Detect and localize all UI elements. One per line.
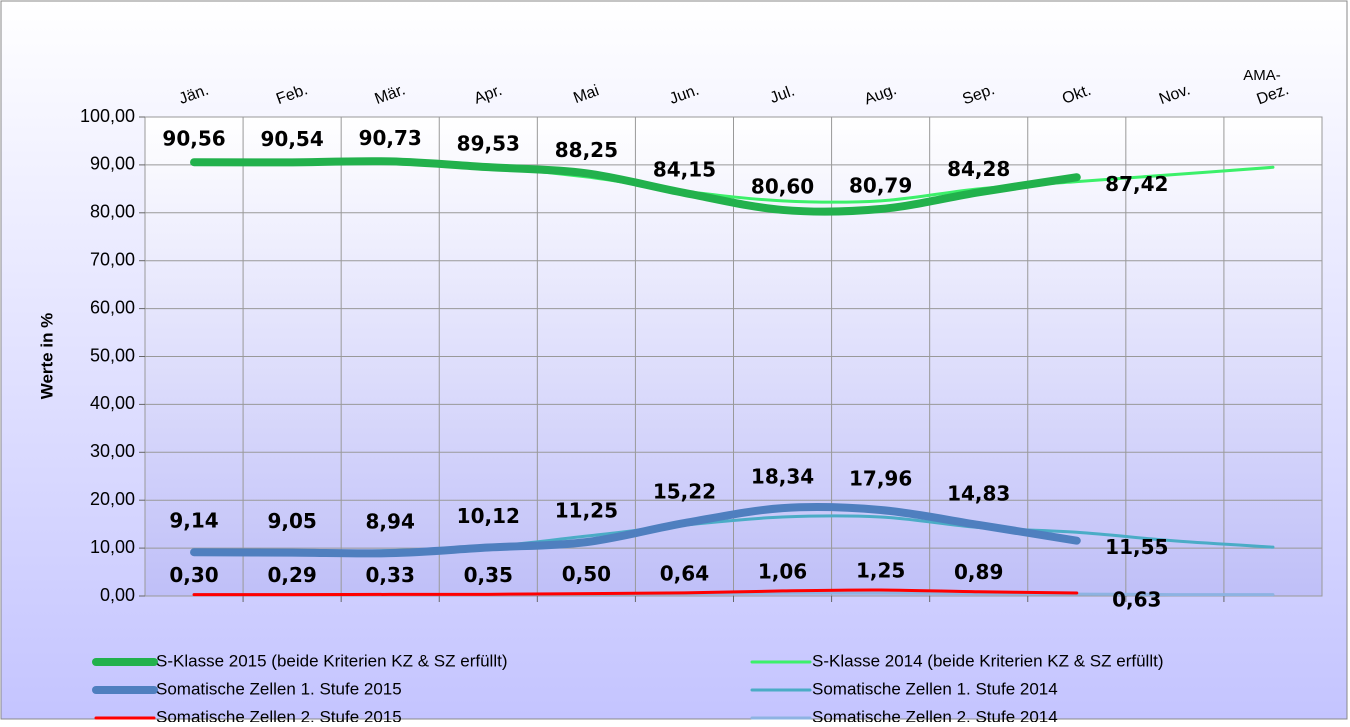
data-label: 14,83	[947, 481, 1010, 505]
data-label: 9,05	[267, 509, 316, 533]
y-tick-label: 90,00	[90, 154, 135, 174]
y-tick-label: 10,00	[90, 537, 135, 557]
data-label: 11,55	[1105, 535, 1168, 559]
annotation: AMA-	[1243, 67, 1281, 84]
data-label: 88,25	[555, 138, 618, 162]
y-tick-label: 40,00	[90, 393, 135, 413]
data-label: 80,79	[849, 174, 912, 198]
data-label: 11,25	[555, 499, 618, 523]
data-label: 8,94	[366, 510, 415, 534]
data-label: 0,50	[562, 562, 611, 586]
y-tick-label: 50,00	[90, 345, 135, 365]
data-label: 84,15	[653, 157, 716, 181]
y-tick-label: 60,00	[90, 297, 135, 317]
series-line	[192, 588, 1079, 597]
data-label: 0,33	[366, 563, 415, 587]
data-label: 0,63	[1112, 587, 1161, 611]
legend-label: Somatische Zellen 2. Stufe 2014	[812, 707, 1058, 722]
y-tick-label: 0,00	[100, 585, 135, 605]
y-tick-label: 100,00	[80, 106, 135, 126]
y-tick-label: 70,00	[90, 249, 135, 269]
data-label: 90,54	[260, 127, 323, 151]
data-label: 0,29	[267, 563, 316, 587]
data-label: 15,22	[653, 480, 716, 504]
legend-label: S-Klasse 2015 (beide Kriterien KZ & SZ e…	[156, 651, 507, 670]
data-label: 84,28	[947, 157, 1010, 181]
data-label: 17,96	[849, 466, 912, 490]
data-label: 89,53	[457, 132, 520, 156]
series-line	[190, 157, 1081, 216]
legend-label: Somatische Zellen 2. Stufe 2015	[156, 707, 402, 722]
data-label: 1,06	[758, 559, 807, 583]
legend-label: Somatische Zellen 1. Stufe 2015	[156, 679, 402, 698]
y-axis-label: Werte in %	[37, 313, 56, 400]
data-label: 80,60	[751, 174, 814, 198]
data-label: 0,30	[169, 563, 218, 587]
data-label: 10,12	[457, 504, 520, 528]
data-label: 90,73	[359, 126, 422, 150]
y-tick-label: 20,00	[90, 489, 135, 509]
data-label: 87,42	[1105, 172, 1168, 196]
legend-label: S-Klasse 2014 (beide Kriterien KZ & SZ e…	[812, 651, 1163, 670]
y-tick-label: 80,00	[90, 202, 135, 222]
data-label: 9,14	[169, 509, 218, 533]
series-line	[190, 503, 1081, 558]
y-tick-label: 30,00	[90, 441, 135, 461]
data-label: 0,89	[954, 560, 1003, 584]
data-label: 90,56	[162, 127, 225, 151]
data-label: 18,34	[751, 465, 814, 489]
legend-label: Somatische Zellen 1. Stufe 2014	[812, 679, 1058, 698]
data-label: 0,64	[660, 561, 709, 585]
data-label: 1,25	[856, 559, 905, 583]
data-label: 0,35	[464, 563, 513, 587]
